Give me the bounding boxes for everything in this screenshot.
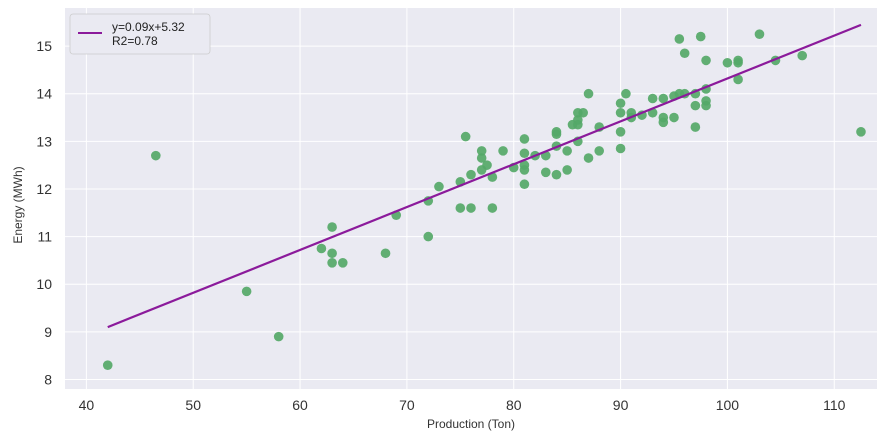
scatter-point — [102, 360, 113, 370]
scatter-point — [327, 248, 337, 259]
scatter-point — [856, 127, 866, 137]
scatter-point — [754, 29, 765, 39]
x-tick-label: 60 — [292, 397, 308, 413]
y-tick-label: 12 — [36, 181, 52, 197]
scatter-point — [615, 107, 626, 118]
scatter-point — [733, 74, 743, 85]
x-tick-label: 70 — [399, 397, 415, 413]
scatter-point — [460, 131, 471, 142]
scatter-point — [583, 153, 594, 163]
y-tick-label: 9 — [44, 324, 52, 340]
scatter-point — [583, 88, 594, 99]
scatter-point — [519, 165, 530, 175]
scatter-point — [615, 143, 626, 154]
scatter-point — [562, 165, 572, 175]
scatter-point — [722, 57, 733, 68]
x-tick-labels: 40 50 60 70 80 90 100 110 — [79, 397, 846, 413]
scatter-point — [615, 98, 626, 109]
scatter-point — [455, 203, 466, 213]
scatter-point — [327, 257, 337, 268]
scatter-point — [540, 167, 551, 178]
y-tick-label: 15 — [36, 38, 52, 54]
y-tick-label: 10 — [36, 276, 52, 292]
scatter-point — [647, 93, 658, 104]
plot-background — [65, 8, 877, 389]
legend-box — [69, 13, 211, 55]
x-tick-label: 50 — [185, 397, 201, 413]
x-axis-label: Production (Ton) — [427, 417, 515, 431]
scatter-point — [690, 122, 701, 132]
y-tick-label: 13 — [36, 133, 52, 149]
y-tick-label: 11 — [37, 229, 52, 245]
scatter-point — [380, 248, 391, 259]
y-tick-label: 14 — [36, 86, 52, 102]
scatter-point — [327, 222, 337, 232]
scatter-point — [733, 57, 743, 68]
scatter-point — [594, 146, 605, 156]
scatter-point — [658, 112, 669, 123]
scatter-point — [241, 286, 252, 297]
legend-r2: R2=0.78 — [112, 34, 158, 48]
scatter-point — [487, 203, 498, 213]
scatter-point — [669, 112, 679, 123]
scatter-point — [519, 148, 530, 159]
scatter-point — [482, 160, 492, 170]
scatter-point — [695, 31, 706, 42]
x-tick-label: 110 — [823, 397, 846, 413]
scatter-point — [578, 107, 588, 118]
scatter-point — [551, 169, 562, 180]
x-tick-label: 100 — [716, 397, 740, 413]
scatter-point — [701, 55, 711, 66]
scatter-point — [466, 203, 476, 213]
scatter-point — [466, 169, 476, 180]
scatter-point — [551, 127, 562, 137]
scatter-point — [679, 48, 690, 59]
scatter-point — [273, 331, 284, 342]
scatter-point — [573, 119, 583, 130]
grid-lines — [65, 8, 877, 389]
scatter-point — [476, 146, 487, 156]
scatter-point — [674, 34, 685, 44]
scatter-point — [690, 100, 701, 111]
legend: y=0.09x+5.32 R2=0.78 — [69, 13, 211, 55]
scatter-point — [562, 146, 572, 156]
scatter-point — [519, 179, 530, 190]
scatter-point — [498, 146, 508, 156]
scatter-point — [337, 257, 348, 268]
x-tick-label: 40 — [79, 397, 95, 413]
scatter-point — [316, 243, 327, 254]
scatter-point — [476, 153, 487, 163]
regression-line-group — [107, 23, 862, 329]
scatter-point — [797, 50, 808, 61]
legend-equation: y=0.09x+5.32 — [112, 20, 185, 34]
y-tick-labels: 8 9 10 11 12 13 14 15 — [36, 38, 52, 387]
x-tick-label: 90 — [613, 397, 629, 413]
scatter-point — [621, 88, 631, 99]
regression-line — [107, 23, 862, 329]
scatter-point — [434, 181, 444, 192]
y-tick-label: 8 — [44, 371, 52, 387]
x-tick-label: 80 — [506, 397, 522, 413]
scatter-point — [615, 127, 626, 137]
scatter-point — [151, 150, 161, 161]
scatter-point — [701, 100, 711, 111]
scatter-point — [519, 134, 530, 144]
scatter-point — [658, 93, 669, 104]
scatter-point — [423, 231, 434, 242]
y-axis-label: Energy (MWh) — [11, 166, 25, 243]
